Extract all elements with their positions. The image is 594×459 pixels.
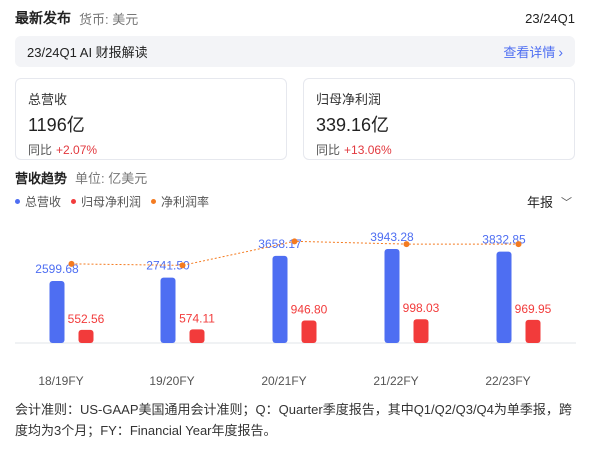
latest-period: 23/24Q1 (525, 10, 575, 26)
net-profit-value: 339.16亿 (316, 115, 390, 135)
section-title: 营收趋势 (15, 171, 68, 186)
legend-item-net-margin[interactable]: 净利润率 (151, 193, 209, 210)
revenue-bar-label: 3943.28 (370, 230, 414, 244)
revenue-bar-label: 2599.68 (35, 262, 79, 276)
period-dropdown-value: 年报 (527, 195, 554, 210)
revenue-bar-label: 3832.85 (482, 233, 526, 247)
revenue-bar (384, 249, 400, 343)
net-margin-point (179, 262, 186, 269)
chart-legend: 总营收 归母净利润 净利润率 (15, 193, 219, 210)
net-margin-point (403, 241, 410, 248)
ai-report-banner[interactable]: 23/24Q1 AI 财报解读 查看详情 › (15, 36, 575, 67)
currency-label: 货币: 美元 (79, 11, 139, 27)
net-profit-card[interactable]: 归母净利润 339.16亿 同比 +13.06% (303, 78, 575, 160)
net-margin-point (291, 238, 298, 245)
revenue-bar (49, 281, 65, 343)
net-profit-bar-label: 998.03 (403, 301, 440, 315)
revenue-yoy-value: +2.07% (56, 143, 98, 157)
view-details-link[interactable]: 查看详情 › (503, 42, 563, 61)
x-tick-label: 21/22FY (373, 374, 418, 388)
net-profit-yoy: 同比 +13.06% (316, 141, 562, 158)
revenue-card[interactable]: 总营收 1196亿 同比 +2.07% (15, 78, 287, 160)
net-profit-yoy-label: 同比 (316, 143, 341, 157)
revenue-label: 总营收 (28, 92, 68, 107)
legend-label-revenue: 总营收 (25, 195, 62, 209)
legend-label-net-profit: 归母净利润 (81, 195, 142, 209)
net-profit-bar-label: 969.95 (515, 302, 552, 316)
revenue-bar-label: 3658.17 (258, 237, 302, 251)
net-profit-bar (78, 329, 94, 343)
view-details-label: 查看详情 (503, 45, 556, 60)
net-profit-bar-label: 946.80 (291, 302, 328, 316)
legend-dot-revenue (15, 199, 20, 204)
banner-title: 23/24Q1 AI 财报解读 (27, 45, 148, 60)
x-tick-label: 20/21FY (261, 374, 306, 388)
net-profit-yoy-value: +13.06% (344, 143, 392, 157)
net-profit-bar-label: 574.11 (179, 311, 215, 325)
net-profit-bar (413, 319, 429, 343)
legend-item-net-profit[interactable]: 归母净利润 (71, 193, 141, 210)
footnote: 会计准则：US-GAAP美国通用会计准则；Q：Quarter季度报告，其中Q1/… (15, 402, 572, 438)
net-margin-point (515, 241, 522, 248)
revenue-trend-heading: 营收趋势 单位: 亿美元 (15, 168, 147, 187)
net-profit-bar (525, 319, 541, 343)
unit-label: 单位: 亿美元 (75, 171, 148, 186)
revenue-bar (160, 277, 176, 343)
header: 最新发布 货币: 美元 23/24Q1 (15, 8, 575, 28)
revenue-bar (496, 251, 512, 343)
legend-dot-net-profit (71, 199, 77, 204)
revenue-trend-chart: 2599.68552.5618/19FY2741.50574.1119/20FY… (15, 230, 576, 388)
revenue-bar (272, 255, 288, 343)
x-tick-label: 18/19FY (38, 374, 83, 388)
header-title: 最新发布 (15, 10, 71, 26)
legend-item-revenue[interactable]: 总营收 (15, 193, 61, 210)
revenue-value: 1196亿 (28, 115, 85, 135)
legend-label-net-margin: 净利润率 (161, 195, 210, 209)
net-profit-label: 归母净利润 (316, 92, 382, 107)
chevron-down-icon: ﹀ (561, 196, 573, 209)
net-profit-bar (301, 320, 317, 343)
net-profit-bar-label: 552.56 (68, 312, 105, 326)
legend-dot-net-margin (151, 199, 157, 204)
x-tick-label: 22/23FY (485, 374, 530, 388)
revenue-yoy: 同比 +2.07% (28, 141, 274, 158)
revenue-yoy-label: 同比 (28, 143, 53, 157)
period-dropdown[interactable]: 年报 ﹀ (527, 192, 572, 211)
net-margin-point (68, 260, 75, 267)
x-tick-label: 19/20FY (149, 374, 194, 388)
net-profit-bar (189, 329, 205, 343)
chevron-right-icon: › (558, 43, 563, 60)
